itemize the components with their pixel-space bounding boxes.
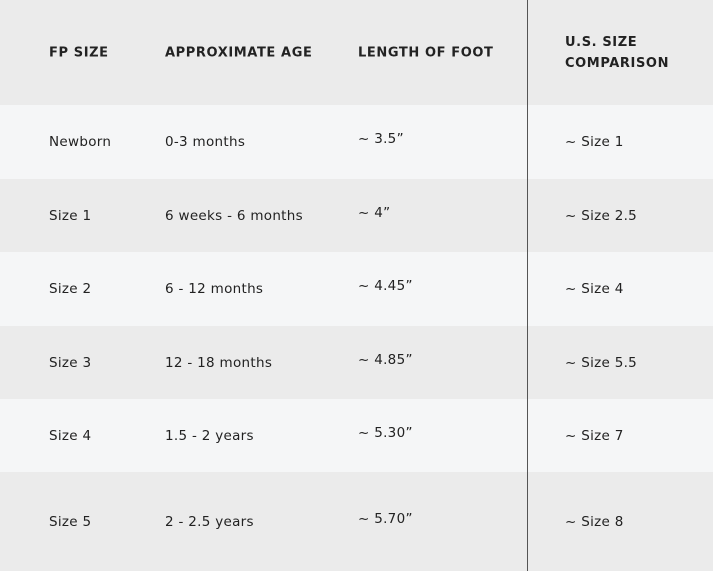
cell-length-of-foot: ~ 3.5”	[358, 131, 404, 147]
cell-approximate-age: 1.5 - 2 years	[165, 427, 254, 444]
cell-fp-size: Size 3	[49, 354, 92, 371]
header-length-of-foot: LENGTH OF FOOT	[358, 45, 494, 60]
cell-approximate-age: 2 - 2.5 years	[165, 513, 254, 530]
cell-us-size: ~ Size 2.5	[565, 207, 638, 224]
cell-fp-size: Size 2	[49, 281, 92, 297]
table-header: FP SIZE APPROXIMATE AGE LENGTH OF FOOT U…	[0, 0, 713, 105]
cell-length-of-foot: ~ 5.30”	[358, 424, 413, 441]
cell-length-of-foot: ~ 5.70”	[358, 510, 413, 527]
header-us-size-comparison: U.S. SIZE COMPARISON	[565, 32, 669, 74]
cell-approximate-age: 0-3 months	[165, 134, 246, 150]
table-row: Size 5 2 - 2.5 years ~ 5.70” ~ Size 8	[0, 472, 713, 571]
cell-length-of-foot: ~ 4.85”	[358, 351, 413, 368]
header-approximate-age: APPROXIMATE AGE	[165, 45, 313, 60]
table-row: Size 1 6 weeks - 6 months ~ 4” ~ Size 2.5	[0, 179, 713, 252]
cell-fp-size: Size 5	[49, 513, 92, 530]
cell-us-size: ~ Size 8	[565, 513, 624, 530]
cell-us-size: ~ Size 7	[565, 427, 624, 444]
cell-fp-size: Size 4	[49, 427, 92, 444]
table-row: Size 2 6 - 12 months ~ 4.45” ~ Size 4	[0, 252, 713, 326]
cell-fp-size: Newborn	[49, 134, 112, 150]
header-us-size-line2: COMPARISON	[565, 55, 670, 71]
cell-us-size: ~ Size 4	[565, 281, 624, 297]
cell-approximate-age: 6 weeks - 6 months	[165, 207, 303, 224]
header-fp-size: FP SIZE	[49, 45, 109, 60]
cell-fp-size: Size 1	[49, 207, 92, 224]
table-row: Size 3 12 - 18 months ~ 4.85” ~ Size 5.5	[0, 326, 713, 399]
cell-length-of-foot: ~ 4”	[358, 204, 391, 221]
column-divider	[527, 0, 528, 571]
cell-approximate-age: 12 - 18 months	[165, 354, 273, 371]
cell-approximate-age: 6 - 12 months	[165, 281, 264, 297]
cell-us-size: ~ Size 1	[565, 134, 624, 150]
cell-us-size: ~ Size 5.5	[565, 354, 638, 371]
table-row: Size 4 1.5 - 2 years ~ 5.30” ~ Size 7	[0, 399, 713, 472]
table-row: Newborn 0-3 months ~ 3.5” ~ Size 1	[0, 105, 713, 179]
header-us-size-line1: U.S. SIZE	[565, 34, 638, 50]
cell-length-of-foot: ~ 4.45”	[358, 278, 413, 294]
